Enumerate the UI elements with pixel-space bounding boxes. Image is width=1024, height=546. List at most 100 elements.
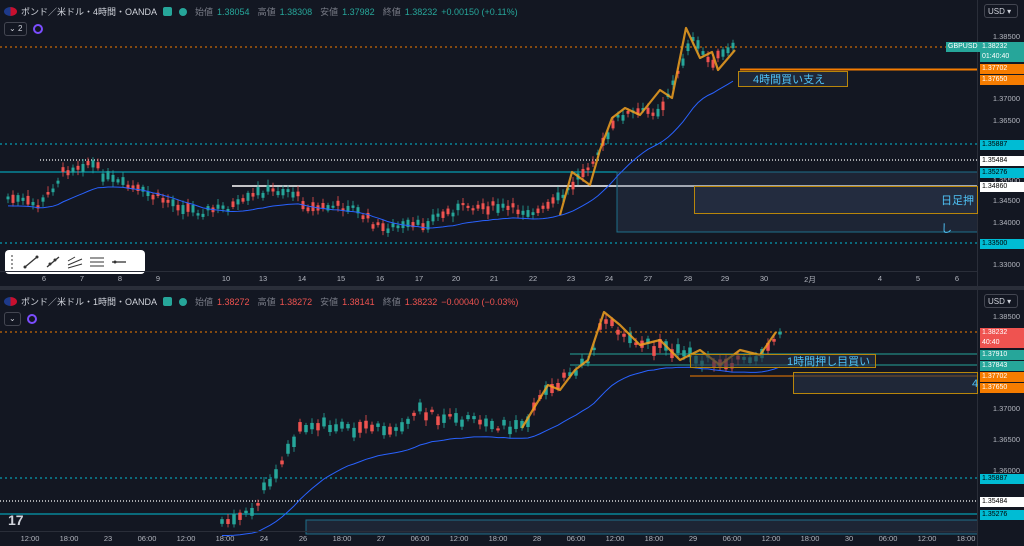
price-chart-4h[interactable]	[0, 0, 1024, 286]
candle	[121, 177, 125, 185]
line-price-badge: 1.35484	[980, 497, 1024, 507]
zone-4h-support[interactable]: 4	[793, 372, 978, 394]
time-label: 10	[221, 274, 231, 283]
zigzag-line	[558, 26, 736, 216]
change-value: −0.00040 (−0.03%)	[441, 296, 519, 307]
close-value: 1.38232	[404, 296, 438, 307]
zone-4h-support[interactable]: 4時間買い支え	[738, 71, 848, 87]
candle	[356, 207, 360, 214]
chart-pane-4h[interactable]: ポンド／米ドル・4時間・OANDA 始値 1.38054 高値 1.38308 安値…	[0, 0, 1024, 286]
currency-label: USD	[988, 7, 1005, 16]
candle	[641, 107, 645, 111]
indicator-count: 2	[17, 24, 23, 33]
candle	[56, 180, 60, 184]
time-label: 12:00	[449, 534, 469, 543]
candle	[536, 208, 540, 214]
price-label: 1.33000	[992, 260, 1020, 269]
price-label: 1.36500	[992, 435, 1020, 444]
market-status-icon[interactable]	[179, 7, 188, 16]
time-label: 18:00	[956, 534, 976, 543]
time-label: 06:00	[137, 534, 157, 543]
candle	[141, 186, 145, 192]
time-label: 13	[258, 274, 268, 283]
tradingview-logo[interactable]: 17	[8, 512, 24, 528]
time-label: 9	[155, 274, 161, 283]
time-axis-1h[interactable]: 12:00 18:00 23 06:00 12:00 18:00 24 26 18:00 27 06…	[0, 531, 978, 546]
candle	[446, 208, 450, 215]
market-status-icon[interactable]	[179, 297, 188, 306]
close-label: 終値	[382, 7, 401, 17]
candle	[11, 194, 15, 203]
candle	[418, 402, 422, 412]
candle	[251, 192, 255, 197]
candle	[161, 197, 165, 203]
time-label: 28	[683, 274, 693, 283]
candle	[250, 507, 254, 516]
candle	[26, 195, 30, 205]
symbol-title[interactable]: ポンド／米ドル・4時間・OANDA	[21, 7, 158, 17]
candle	[621, 115, 625, 121]
indicator-toggle-button[interactable]: ⌄	[4, 312, 21, 326]
time-label: 15	[336, 274, 346, 283]
time-label: 29	[688, 534, 698, 543]
time-label: 06:00	[410, 534, 430, 543]
price-chart-1h[interactable]	[0, 290, 1024, 546]
signal-icon[interactable]	[26, 314, 37, 324]
time-label: 2月	[804, 275, 816, 284]
candle	[681, 58, 685, 66]
candle	[461, 203, 465, 206]
candle	[550, 383, 554, 394]
indicator-toggle-button[interactable]: ⌄ 2	[4, 22, 28, 36]
currency-select[interactable]: USD ▾	[984, 294, 1018, 308]
currency-select[interactable]: USD ▾	[984, 4, 1018, 18]
candle	[400, 422, 404, 432]
horizontal-line-icon[interactable]	[111, 255, 127, 269]
candle	[76, 165, 80, 170]
candle	[688, 347, 692, 358]
parallel-channel-icon[interactable]	[67, 255, 83, 269]
bar-countdown: 01:40:40	[982, 53, 1010, 60]
line-price-badge: 1.35484	[980, 156, 1024, 166]
drag-handle-icon[interactable]	[11, 255, 17, 269]
candle	[221, 205, 225, 209]
candle	[111, 174, 115, 182]
chart-pane-1h[interactable]: ポンド／米ドル・1時間・OANDA 始値 1.38272 高値 1.38272 安値…	[0, 290, 1024, 546]
candle	[352, 427, 356, 438]
pane-divider[interactable]	[0, 286, 1024, 290]
candle	[442, 414, 446, 423]
symbol-title[interactable]: ポンド／米ドル・1時間・OANDA	[21, 297, 158, 307]
candle	[381, 223, 385, 232]
candle	[606, 132, 610, 140]
candle	[201, 213, 205, 217]
last-price-badge: 1.38232 01:40:40	[980, 42, 1024, 62]
time-label: 23	[103, 534, 113, 543]
time-label: 22	[528, 274, 538, 283]
ray-icon[interactable]	[45, 255, 61, 269]
zone-daily-pullback[interactable]: 日足押し	[694, 186, 978, 235]
trend-line-icon[interactable]	[23, 255, 39, 269]
time-label: 6	[954, 274, 960, 283]
candle	[274, 469, 278, 479]
candle	[676, 344, 680, 353]
flag-icon[interactable]	[163, 7, 173, 16]
signal-icon[interactable]	[33, 24, 44, 34]
candle	[478, 419, 482, 425]
candle	[296, 191, 300, 197]
time-label: 8	[117, 274, 123, 283]
candle	[520, 420, 524, 429]
time-axis-4h[interactable]: 6 7 8 9 10 13 14 15 16 17 20 21 22 23 24 27 28 29 30 2月 4 5 6	[0, 271, 978, 286]
time-label: 24	[259, 534, 269, 543]
time-label: 17	[414, 274, 424, 283]
time-label: 30	[844, 534, 854, 543]
drawing-toolbar[interactable]	[5, 250, 145, 274]
fib-retracement-icon[interactable]	[89, 255, 105, 269]
candle	[571, 181, 575, 190]
candle	[16, 195, 20, 202]
price-label: 1.34000	[992, 218, 1020, 227]
candle	[556, 192, 560, 201]
candle	[326, 205, 330, 211]
candle	[426, 221, 430, 230]
candle	[340, 421, 344, 429]
zone-1h-pullback[interactable]: 1時間押し目買い	[690, 354, 876, 368]
flag-icon[interactable]	[163, 297, 173, 306]
